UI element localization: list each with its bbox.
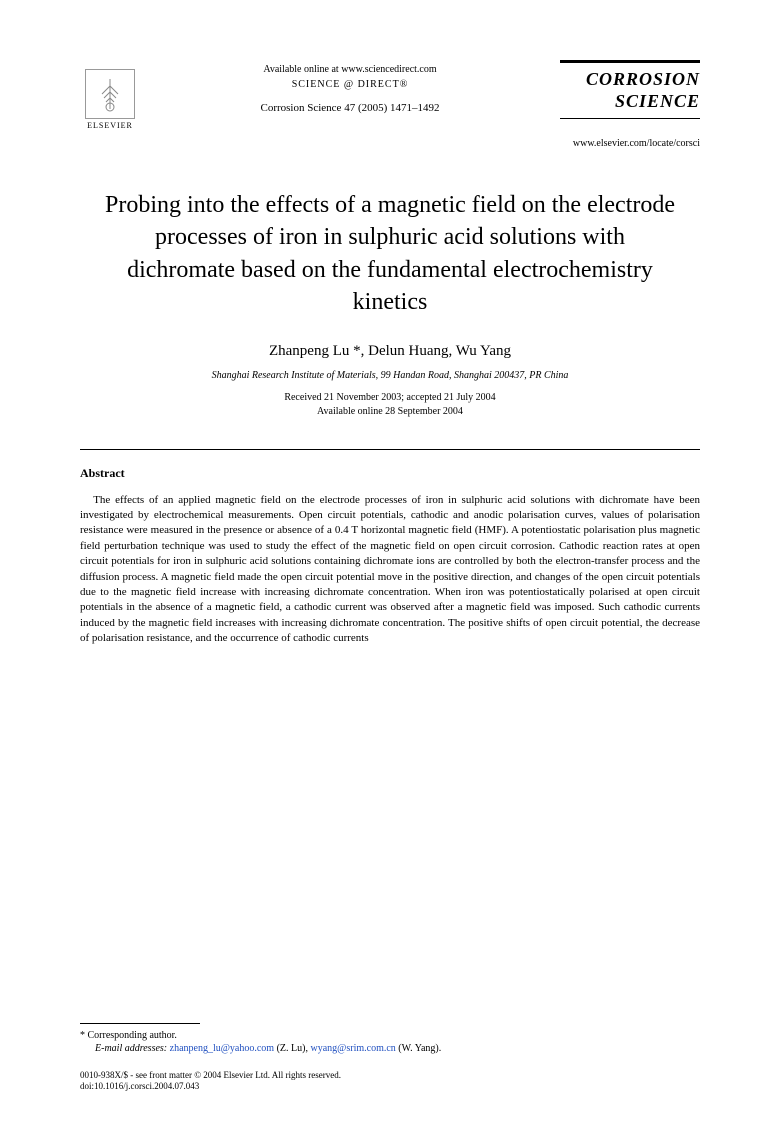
section-divider (80, 449, 700, 450)
footnote-rule (80, 1023, 200, 1024)
doi-line: doi:10.1016/j.corsci.2004.07.043 (80, 1081, 700, 1093)
copyright-line-1: 0010-938X/$ - see front matter © 2004 El… (80, 1070, 700, 1082)
email-link-2[interactable]: wyang@srim.com.cn (310, 1043, 395, 1054)
email-name-1: (Z. Lu), (277, 1043, 308, 1054)
received-date: Received 21 November 2003; accepted 21 J… (80, 391, 700, 405)
email-link-1[interactable]: zhanpeng_lu@yahoo.com (170, 1043, 274, 1054)
publication-dates: Received 21 November 2003; accepted 21 J… (80, 391, 700, 419)
journal-name-line1: CORROSION (560, 69, 700, 91)
page-footer: * Corresponding author. E-mail addresses… (80, 1023, 700, 1093)
article-title: Probing into the effects of a magnetic f… (80, 189, 700, 319)
available-online-date: Available online 28 September 2004 (80, 405, 700, 419)
sciencedirect-logo: SCIENCE @ DIRECT® (140, 79, 560, 90)
journal-name-line2: SCIENCE (560, 91, 700, 113)
elsevier-tree-icon (85, 69, 135, 119)
journal-url[interactable]: www.elsevier.com/locate/corsci (80, 138, 700, 149)
email-name-2: (W. Yang). (398, 1043, 441, 1054)
publisher-name: ELSEVIER (87, 121, 133, 130)
authors-line: Zhanpeng Lu *, Delun Huang, Wu Yang (80, 343, 700, 360)
copyright-block: 0010-938X/$ - see front matter © 2004 El… (80, 1070, 700, 1093)
header-center: Available online at www.sciencedirect.co… (140, 60, 560, 114)
email-addresses: E-mail addresses: zhanpeng_lu@yahoo.com … (80, 1043, 700, 1054)
abstract-body: The effects of an applied magnetic field… (80, 493, 700, 647)
email-label: E-mail addresses: (95, 1043, 167, 1054)
journal-reference: Corrosion Science 47 (2005) 1471–1492 (140, 102, 560, 114)
header-row: ELSEVIER Available online at www.science… (80, 60, 700, 130)
affiliation: Shanghai Research Institute of Materials… (80, 370, 700, 381)
journal-title-block: CORROSION SCIENCE (560, 60, 700, 119)
publisher-logo: ELSEVIER (80, 60, 140, 130)
available-online-text: Available online at www.sciencedirect.co… (140, 64, 560, 75)
corresponding-author-note: * Corresponding author. (80, 1030, 700, 1041)
abstract-heading: Abstract (80, 466, 700, 481)
